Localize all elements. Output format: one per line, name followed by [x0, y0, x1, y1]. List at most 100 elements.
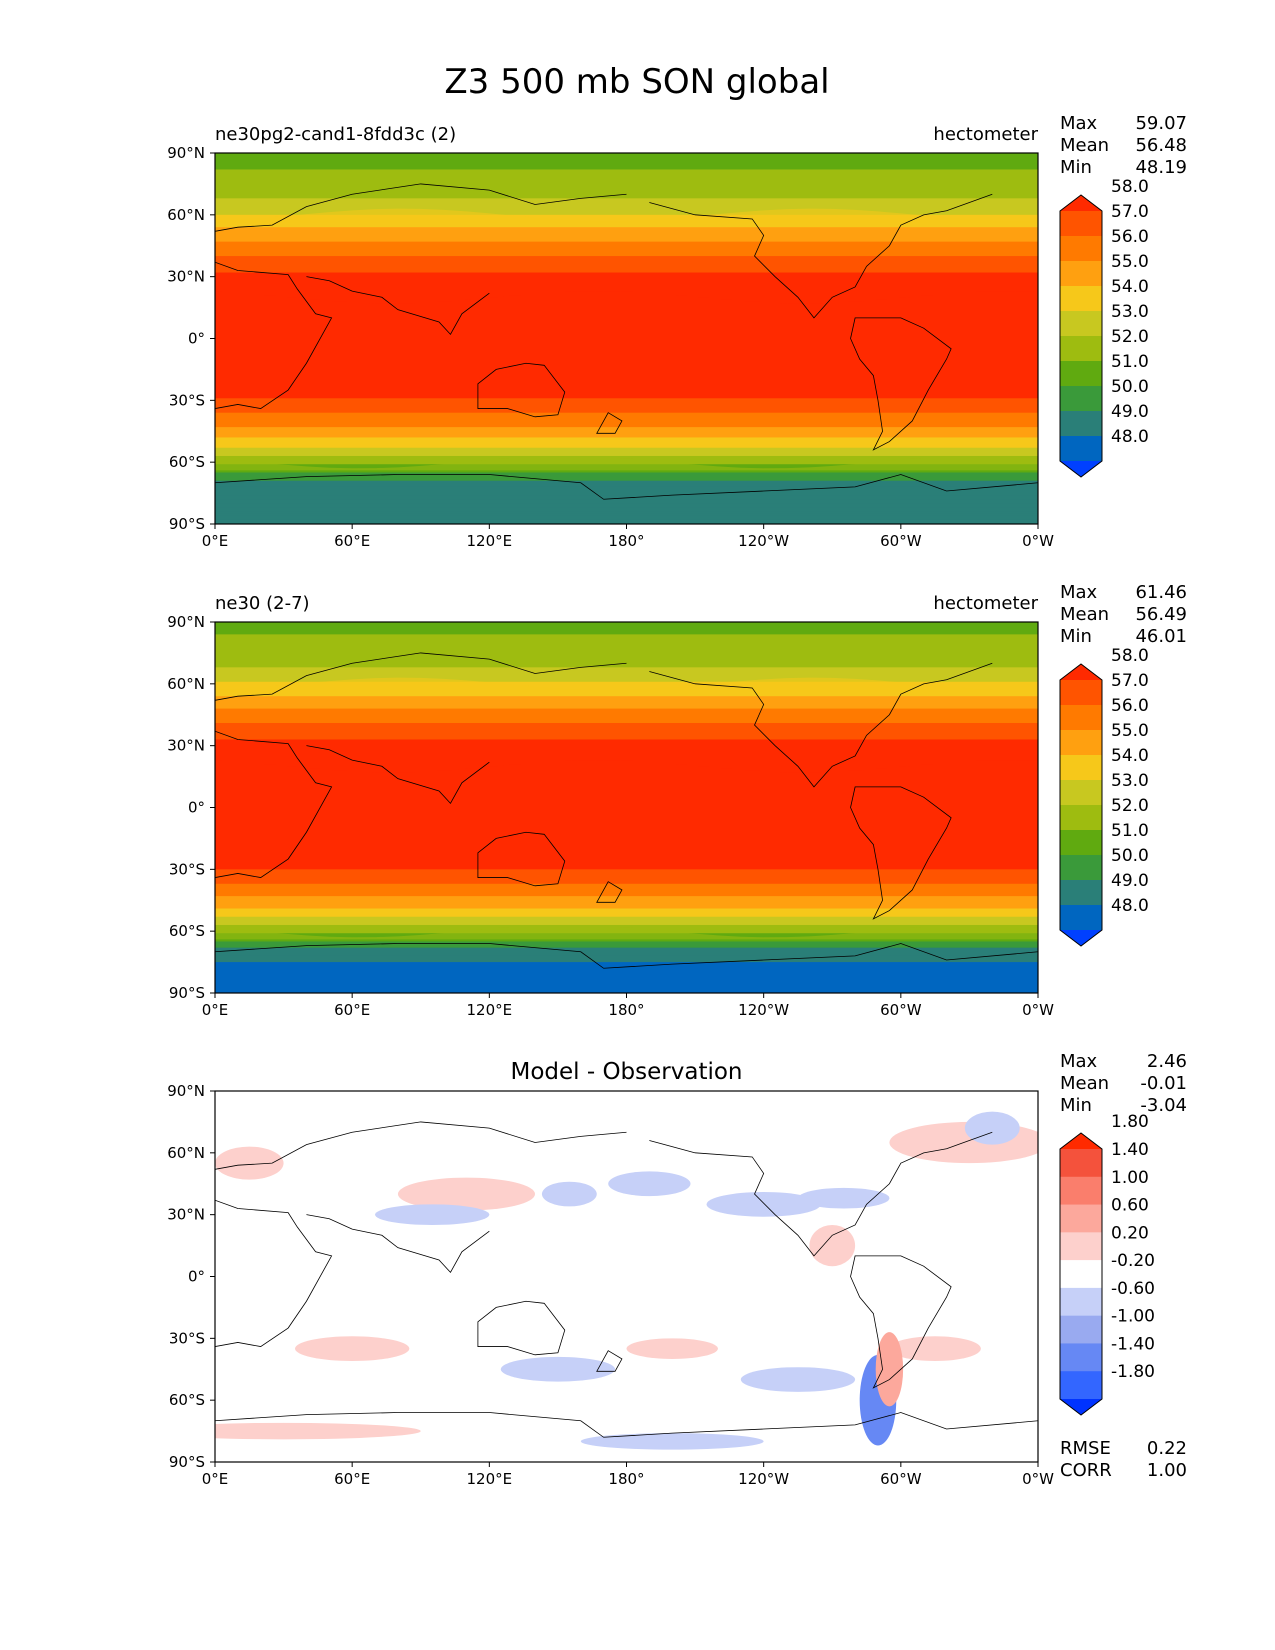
contour-band [215, 344, 1038, 348]
contour-band [215, 636, 1038, 640]
y-tick-label: 60°S [169, 922, 205, 940]
x-tick-label: 0°W [1022, 1470, 1054, 1488]
contour-band [215, 962, 1038, 965]
anomaly-patch [797, 1187, 890, 1209]
contour-band [215, 445, 1038, 449]
stat-value-corr: 1.00 [1147, 1460, 1187, 1481]
contour-band [215, 894, 1038, 897]
contour-band [215, 951, 1038, 955]
stat-value-min: -3.04 [1140, 1095, 1187, 1116]
contour-band [215, 838, 1038, 842]
y-tick-label: 30°S [169, 391, 205, 409]
colorbar-label: 56.0 [1111, 227, 1149, 247]
contour-band [215, 859, 1038, 862]
contour-band [215, 367, 1038, 371]
y-tick-label: 90°S [169, 1453, 205, 1471]
contour-band [215, 914, 1038, 918]
contour-band [215, 681, 1038, 685]
stat-label-mean: Mean [1060, 1073, 1109, 1094]
contour-band [215, 632, 1038, 635]
contour-band [215, 922, 1038, 926]
contour-band [215, 943, 1038, 947]
y-tick-label: 90°S [169, 515, 205, 533]
contour-band [215, 793, 1038, 796]
colorbar-segment [1060, 680, 1102, 706]
stat-label-max: Max [1060, 582, 1098, 603]
colorbar-label: 52.0 [1111, 327, 1149, 347]
contour-band [215, 493, 1038, 496]
contour-band [215, 260, 1038, 263]
contour-band [215, 892, 1038, 895]
stat-value-max: 59.07 [1135, 113, 1187, 134]
contour-band [215, 957, 1038, 961]
panel-units: hectometer [933, 124, 1038, 145]
contour-band [215, 630, 1038, 633]
contour-band [215, 326, 1038, 329]
colorbar-segment [1060, 730, 1102, 756]
contour-band [215, 850, 1038, 854]
x-tick-label: 60°W [880, 1001, 922, 1019]
contour-wave [215, 291, 1038, 306]
contour-band [215, 807, 1038, 811]
contour-band [215, 758, 1038, 761]
contour-band [215, 451, 1038, 455]
colorbar-label: 48.0 [1111, 896, 1149, 916]
contour-band [215, 363, 1038, 366]
colorbar-label: 49.0 [1111, 871, 1149, 891]
contour-band [215, 423, 1038, 426]
anomaly-patch [964, 1111, 1020, 1145]
contour-band [215, 317, 1038, 321]
contour-band [215, 361, 1038, 364]
anomaly-patch [875, 1332, 904, 1407]
contour-band [215, 159, 1038, 162]
contour-band [215, 889, 1038, 893]
contour-wave [215, 760, 1038, 775]
contour-band [215, 650, 1038, 654]
contour-band [215, 348, 1038, 352]
contour-band [215, 671, 1038, 675]
coastline [649, 662, 993, 788]
colorbar-label: -1.40 [1111, 1334, 1155, 1354]
contour-band [215, 805, 1038, 809]
y-tick-label: 0° [188, 1268, 205, 1286]
y-tick-label: 60°S [169, 1391, 205, 1409]
contour-band [215, 846, 1038, 850]
contour-band [215, 371, 1038, 375]
contour-band [215, 873, 1038, 877]
contour-band [215, 875, 1038, 879]
contour-band [215, 521, 1038, 524]
anomaly-patch [397, 1177, 536, 1211]
contour-band [215, 519, 1038, 523]
contour-band [215, 739, 1038, 743]
contour-band [215, 478, 1038, 482]
contour-band [215, 741, 1038, 745]
contour-band [215, 324, 1038, 327]
y-tick-label: 30°S [169, 860, 205, 878]
contour-band [215, 881, 1038, 885]
contour-band [215, 675, 1038, 679]
contour-band [215, 484, 1038, 488]
contour-wave [215, 575, 1038, 589]
contour-band [215, 194, 1038, 197]
contour-band [215, 480, 1038, 484]
coastline [477, 362, 566, 418]
coastline [850, 786, 952, 920]
contour-band [215, 511, 1038, 515]
contour-band [215, 727, 1038, 730]
x-tick-label: 120°W [738, 532, 789, 550]
contour-band [215, 883, 1038, 887]
contour-band [215, 622, 1038, 625]
contour-band [215, 949, 1038, 953]
coastline [215, 183, 627, 232]
contour-band [215, 414, 1038, 418]
contour-band [215, 495, 1038, 498]
contour-band [215, 939, 1038, 943]
contour-band [215, 190, 1038, 193]
contour-band [215, 241, 1038, 245]
contour-band [215, 161, 1038, 164]
contour-band [215, 251, 1038, 255]
colorbar-segment [1060, 1260, 1102, 1289]
contour-band [215, 379, 1038, 383]
stat-value-mean: 56.49 [1135, 604, 1187, 625]
